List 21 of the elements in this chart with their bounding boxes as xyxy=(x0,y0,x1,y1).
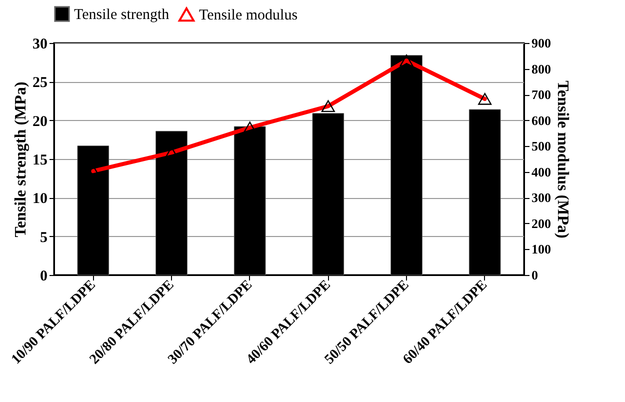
y-tick-label: 25 xyxy=(32,75,48,92)
y2-tick-label: 200 xyxy=(532,216,551,231)
legend-label: Tensile strength xyxy=(74,7,170,23)
y2-tick-label: 300 xyxy=(532,190,551,206)
y-tick-label: 10 xyxy=(32,191,48,208)
y2-axis-title: Tensile modulus (MPa) xyxy=(554,80,571,238)
y-tick-label: 30 xyxy=(32,36,48,52)
y-tick-label: 0 xyxy=(40,268,48,284)
y2-tick-label: 600 xyxy=(532,112,551,128)
y-tick-label: 15 xyxy=(32,152,48,168)
legend-label: Tensile modulus xyxy=(199,8,298,24)
y2-tick-label: 700 xyxy=(532,87,551,102)
y-axis-title: Tensile strength (MPa) xyxy=(12,82,30,238)
y2-tick-label: 500 xyxy=(532,138,551,154)
y2-tick-label: 800 xyxy=(532,61,551,76)
y2-tick-label: 400 xyxy=(532,164,551,180)
y2-tick-label: 0 xyxy=(532,268,538,282)
y-tick-label: 5 xyxy=(40,230,48,246)
y-tick-label: 20 xyxy=(32,114,48,130)
y2-tick-label: 100 xyxy=(532,242,551,257)
y2-tick-label: 900 xyxy=(532,36,551,50)
